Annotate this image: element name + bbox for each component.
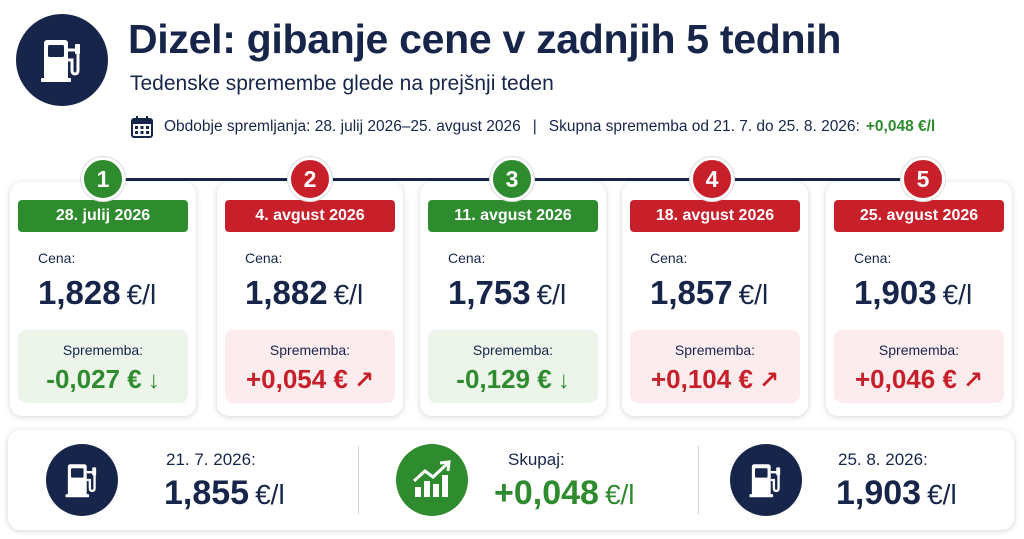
price-unit: €/l: [255, 479, 285, 510]
step-circle-2: 2: [288, 157, 332, 201]
arrow-down-icon: ↓: [558, 367, 570, 394]
growth-chart-icon: [396, 444, 468, 516]
end-date-label: 25. 8. 2026:: [838, 450, 928, 470]
total-text: Skupna sprememba od 21. 7. do 25. 8. 202…: [549, 118, 860, 136]
week-date: 4. avgust 2026: [225, 200, 395, 232]
price-value: 1,857 €/l: [650, 274, 768, 312]
change-box: Sprememba: +0,104 € ↗: [630, 330, 800, 403]
change-label: Sprememba:: [428, 342, 598, 358]
calendar-icon: [130, 115, 154, 139]
price-label: Cena:: [650, 250, 687, 266]
separator: |: [533, 118, 537, 136]
week-card-3: 11. avgust 2026 Cena: 1,753 €/l Sprememba…: [420, 182, 606, 416]
week-card-4: 18. avgust 2026 Cena: 1,857 €/l Sprememba…: [622, 182, 808, 416]
fuel-pump-icon: [16, 14, 108, 106]
price-unit: €/l: [605, 479, 635, 510]
step-circle-5: 5: [901, 157, 945, 201]
period-text: Obdobje spremljanja: 28. julij 2026–25. …: [164, 118, 521, 136]
price-label: Cena:: [38, 250, 75, 266]
arrow-up-icon: ↗: [963, 367, 983, 394]
change-value: -0,129 € ↓: [428, 364, 598, 395]
week-card-2: 4. avgust 2026 Cena: 1,882 €/l Sprememba:…: [217, 182, 403, 416]
price-unit: €/l: [927, 479, 957, 510]
start-date-label: 21. 7. 2026:: [166, 450, 256, 470]
price-label: Cena:: [448, 250, 485, 266]
arrow-up-icon: ↗: [354, 367, 374, 394]
change-label: Sprememba:: [834, 342, 1004, 358]
change-label: Sprememba:: [225, 342, 395, 358]
fuel-pump-icon: [46, 444, 118, 516]
price-value: 1,753 €/l: [448, 274, 566, 312]
start-price: 1,855 €/l: [164, 474, 285, 513]
price-unit: €/l: [127, 279, 157, 310]
arrow-up-icon: ↗: [759, 367, 779, 394]
fuel-pump-icon: [730, 444, 802, 516]
week-date: 28. julij 2026: [18, 200, 188, 232]
total-value: +0,048 €/l: [866, 118, 935, 136]
change-label: Sprememba:: [630, 342, 800, 358]
price-value: 1,903 €/l: [854, 274, 972, 312]
price-label: Cena:: [854, 250, 891, 266]
change-box: Sprememba: +0,054 € ↗: [225, 330, 395, 403]
end-price: 1,903 €/l: [836, 474, 957, 513]
total-change: +0,048 €/l: [494, 474, 635, 513]
price-value: 1,882 €/l: [245, 274, 363, 312]
change-value: +0,054 € ↗: [225, 364, 395, 395]
change-box: Sprememba: +0,046 € ↗: [834, 330, 1004, 403]
week-card-1: 28. julij 2026 Cena: 1,828 €/l Sprememba:…: [10, 182, 196, 416]
price-label: Cena:: [245, 250, 282, 266]
price-value: 1,828 €/l: [38, 274, 156, 312]
price-unit: €/l: [739, 279, 769, 310]
price-unit: €/l: [537, 279, 567, 310]
change-box: Sprememba: -0,027 € ↓: [18, 330, 188, 403]
total-label: Skupaj:: [508, 450, 565, 470]
week-card-5: 25. avgust 2026 Cena: 1,903 €/l Sprememba…: [826, 182, 1012, 416]
change-value: +0,104 € ↗: [630, 364, 800, 395]
price-unit: €/l: [334, 279, 364, 310]
divider: [698, 446, 699, 514]
week-date: 11. avgust 2026: [428, 200, 598, 232]
change-value: +0,046 € ↗: [834, 364, 1004, 395]
change-box: Sprememba: -0,129 € ↓: [428, 330, 598, 403]
step-circle-3: 3: [490, 157, 534, 201]
step-circle-4: 4: [690, 157, 734, 201]
page-subtitle: Tedenske spremembe glede na prejšnji ted…: [130, 72, 554, 96]
step-circle-1: 1: [81, 157, 125, 201]
divider: [358, 446, 359, 514]
price-unit: €/l: [943, 279, 973, 310]
week-date: 25. avgust 2026: [834, 200, 1004, 232]
period-row: Obdobje spremljanja: 28. julij 2026–25. …: [130, 114, 935, 140]
summary-panel: 21. 7. 2026: 1,855 €/l Skupaj: +0,048 €/l …: [8, 430, 1014, 530]
arrow-down-icon: ↓: [148, 367, 160, 394]
change-value: -0,027 € ↓: [18, 364, 188, 395]
week-date: 18. avgust 2026: [630, 200, 800, 232]
change-label: Sprememba:: [18, 342, 188, 358]
page-title: Dizel: gibanje cene v zadnjih 5 tednih: [128, 16, 841, 63]
